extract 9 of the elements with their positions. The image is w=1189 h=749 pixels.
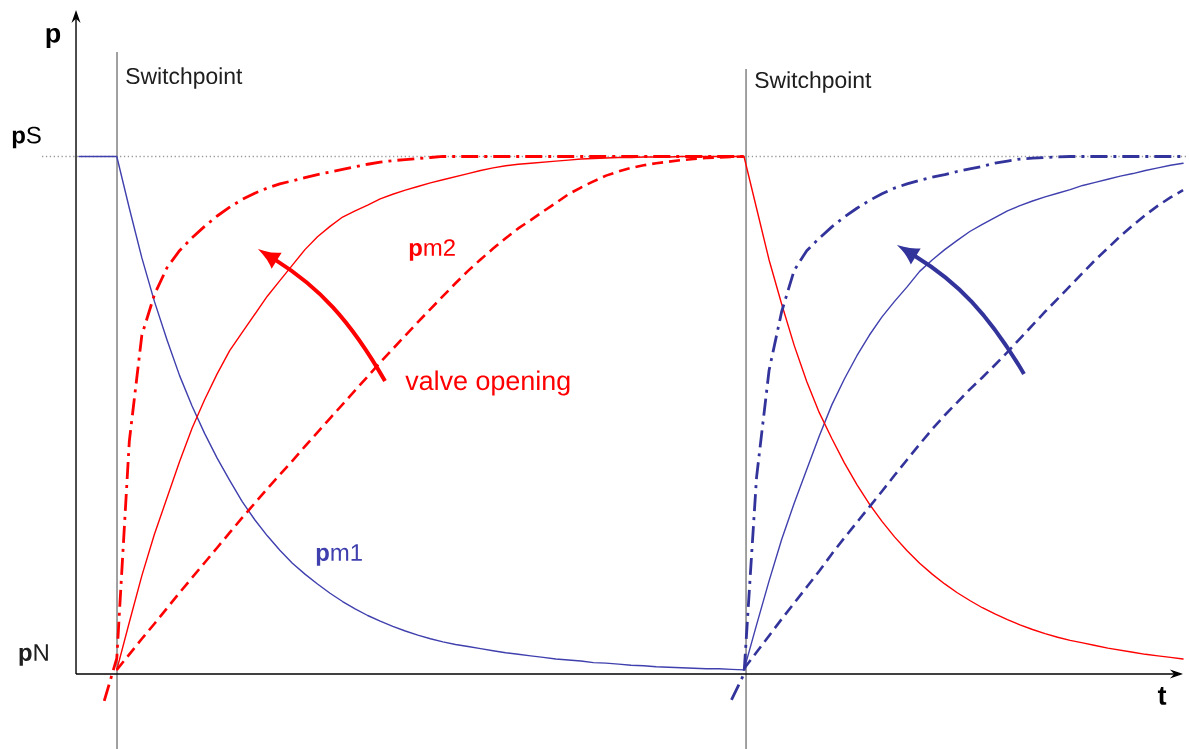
text: pm2 <box>409 239 455 261</box>
ref-line-label: pS <box>12 126 41 149</box>
y-axis-title: p <box>46 27 61 49</box>
annotation: valve opening <box>405 370 570 396</box>
text: Switchpoint <box>126 67 243 89</box>
x-axis-title: t <box>1157 687 1167 705</box>
text: pN <box>19 644 48 666</box>
series-label: pm1 <box>316 544 362 566</box>
text: Switchpoint <box>755 71 872 93</box>
